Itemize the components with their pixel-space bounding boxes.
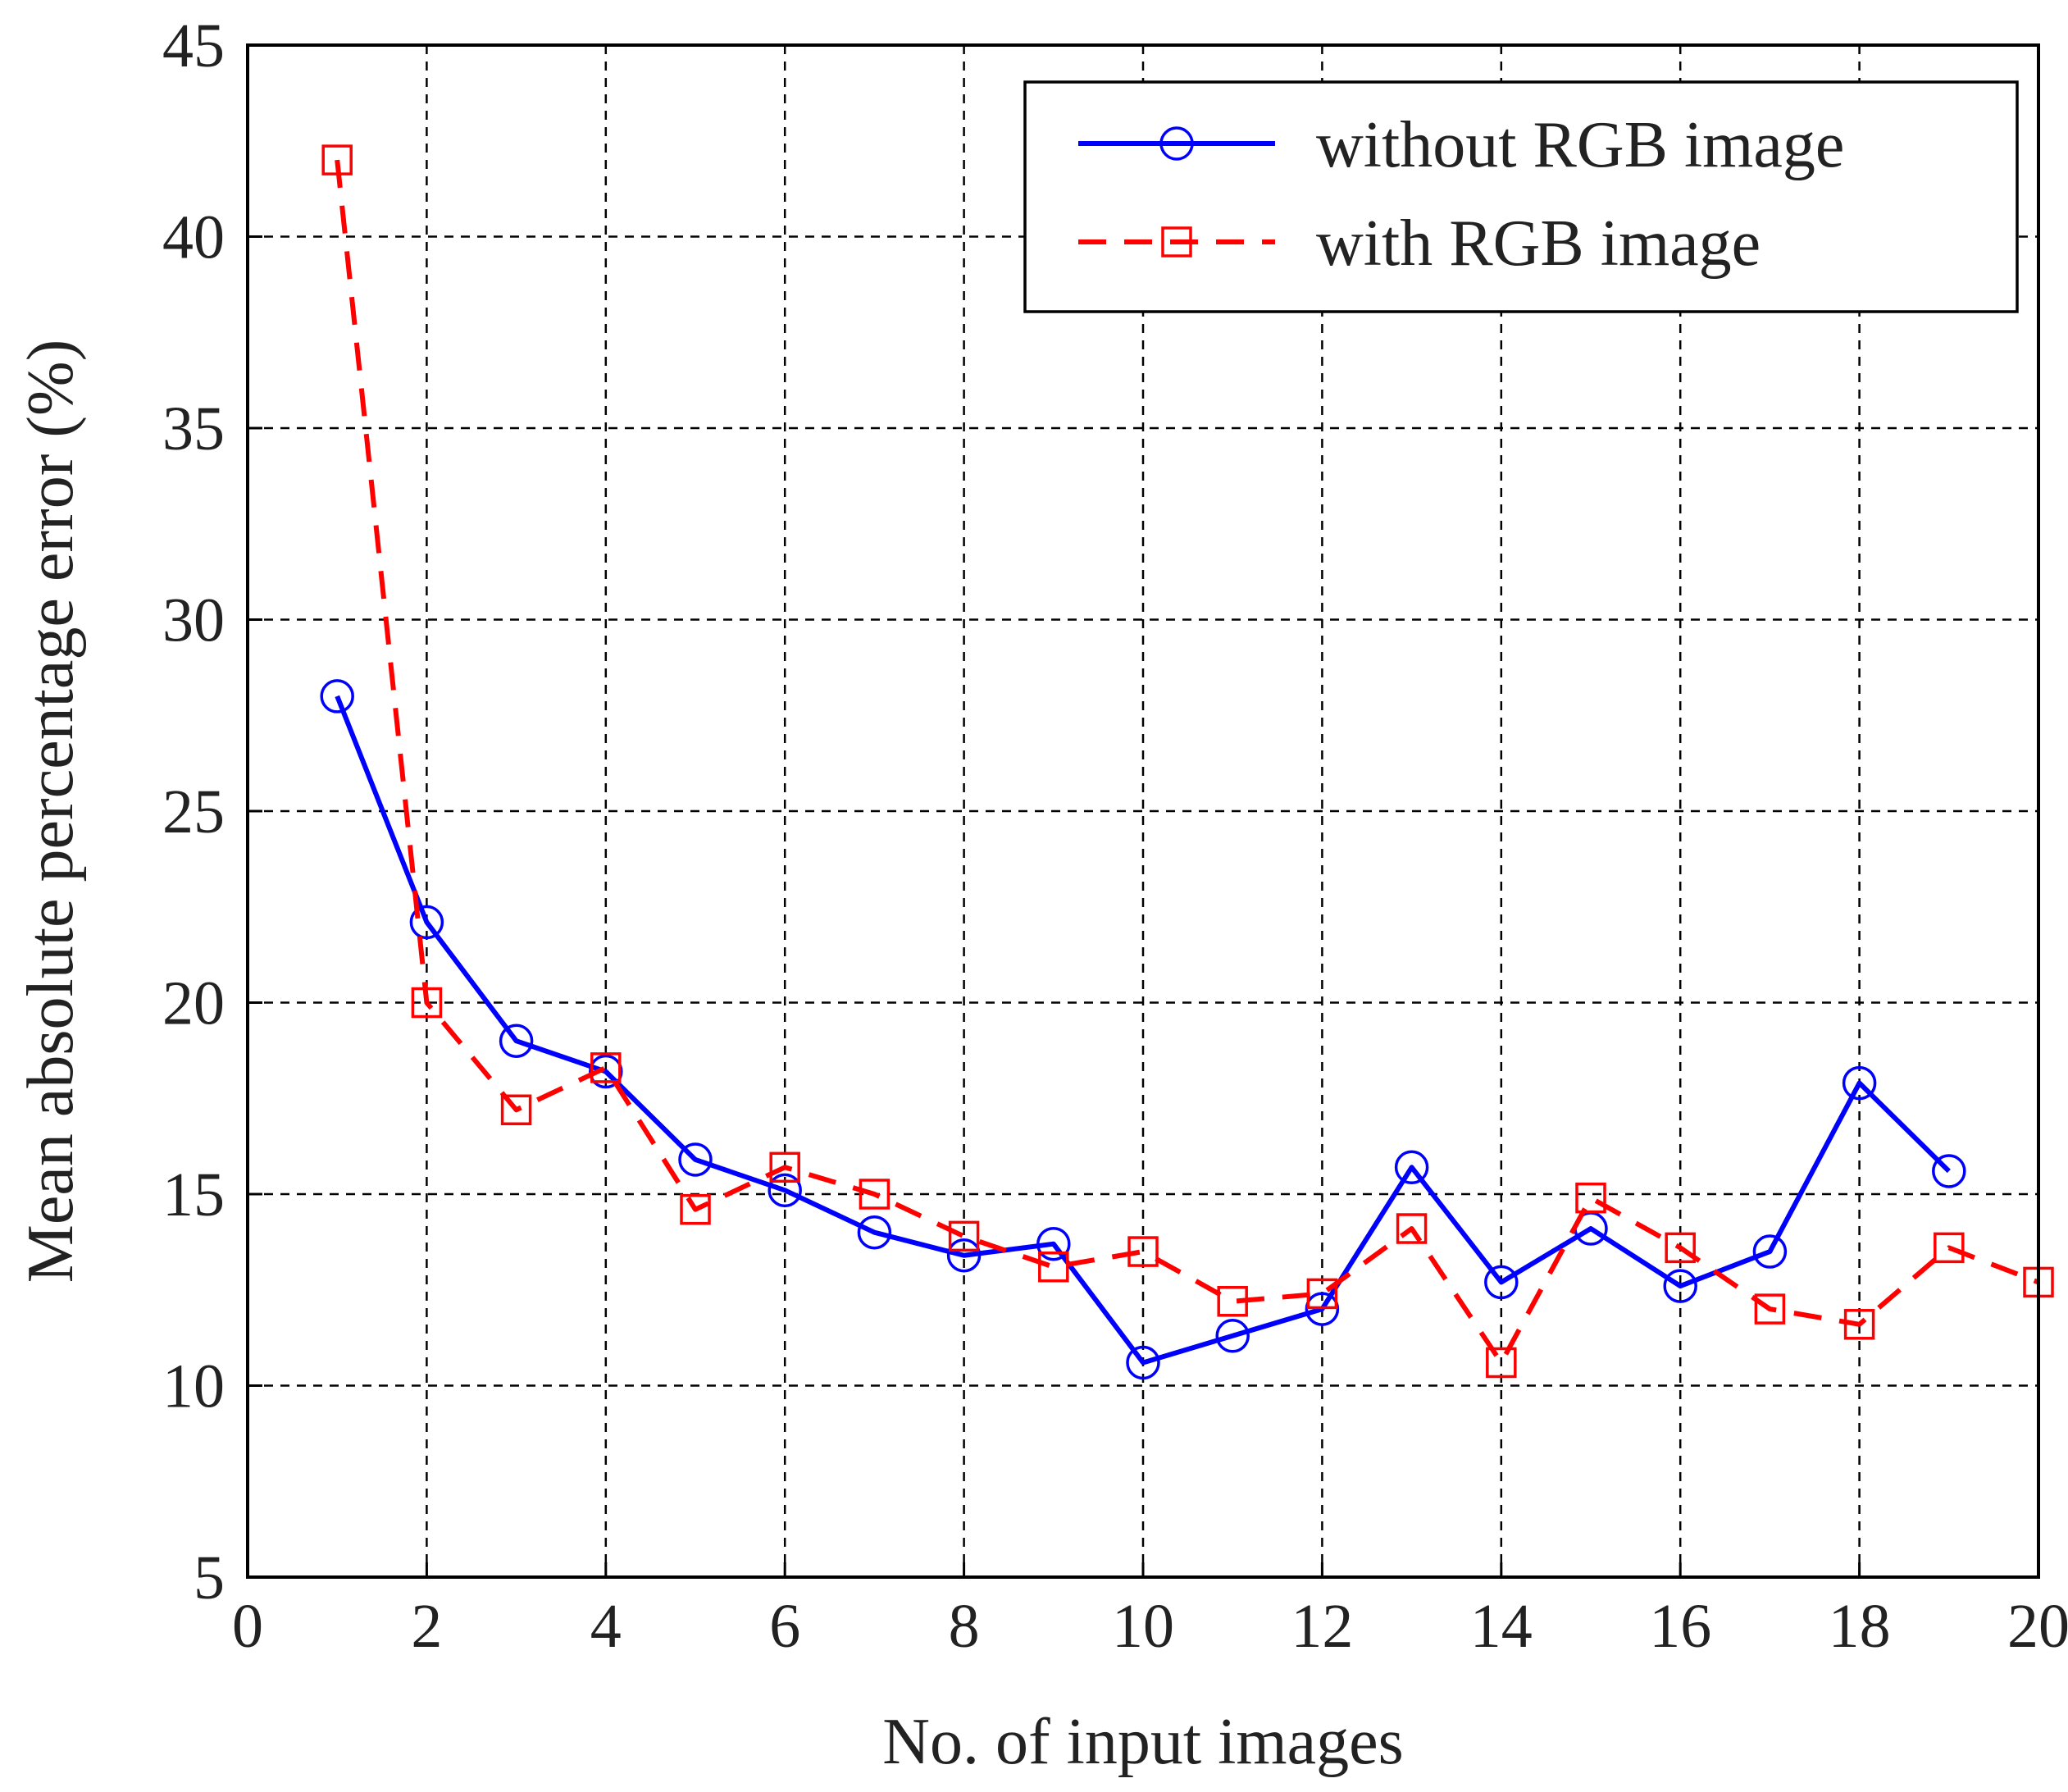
data-point: [411, 987, 443, 1019]
x-tick-label: 8: [949, 1592, 980, 1661]
x-tick-label: 10: [1112, 1592, 1174, 1661]
y-tick-label: 25: [162, 777, 225, 846]
data-point: [1126, 1345, 1160, 1380]
data-point: [321, 144, 353, 176]
x-tick-label: 2: [411, 1592, 442, 1661]
y-tick-label: 5: [194, 1543, 225, 1612]
y-tick-label: 10: [162, 1352, 225, 1421]
data-point: [1663, 1269, 1697, 1303]
legend-box: [1023, 80, 2019, 313]
y-tick-label: 20: [162, 969, 225, 1038]
legend-label: with RGB image: [1316, 207, 1761, 280]
y-tick-label: 35: [162, 394, 225, 463]
x-tick-label: 12: [1291, 1592, 1353, 1661]
data-point: [946, 1238, 982, 1273]
data-point: [1038, 1251, 1069, 1283]
legend: without RGB image with RGB image: [1023, 80, 2019, 313]
legend-label: without RGB image: [1316, 109, 1844, 181]
data-point: [1036, 1226, 1071, 1261]
data-point: [1486, 1347, 1517, 1379]
data-point: [409, 905, 444, 940]
data-point: [768, 1173, 802, 1208]
series-without-rgb: [320, 679, 1966, 1380]
data-point: [859, 1179, 891, 1210]
x-tick-label: 6: [769, 1592, 800, 1661]
data-point: [1217, 1286, 1248, 1317]
data-point: [1575, 1182, 1606, 1214]
y-tick-label: 45: [162, 11, 225, 80]
data-point: [1484, 1265, 1519, 1300]
gridlines: [248, 45, 2038, 1577]
x-tick-label: 14: [1470, 1592, 1533, 1661]
data-point: [1396, 1213, 1428, 1244]
data-point: [857, 1215, 892, 1250]
data-point: [1934, 1232, 1965, 1264]
tick-labels: 0 2 4 6 8 10 12 14 16 18 20 5 10 15 20 25 30 35 40 45: [162, 11, 2068, 1661]
x-tick-label: 0: [232, 1592, 263, 1661]
data-point: [1394, 1150, 1429, 1185]
legend-item: without RGB image: [1078, 109, 1844, 181]
data-point: [589, 1054, 623, 1089]
data-point: [769, 1151, 800, 1183]
x-tick-label: 18: [1829, 1592, 1891, 1661]
data-point: [1305, 1292, 1340, 1326]
y-tick-label: 30: [162, 586, 225, 655]
data-point: [1843, 1309, 1875, 1340]
series-layer: [320, 144, 2054, 1380]
data-point: [320, 679, 354, 714]
y-axis-title: Mean absolute percentage error (%): [15, 340, 87, 1284]
legend-marker: [1161, 226, 1192, 258]
data-point: [1752, 1234, 1788, 1269]
series-line: [335, 695, 1951, 1366]
data-point: [1306, 1278, 1338, 1310]
x-tick-label: 4: [590, 1592, 622, 1661]
data-point: [678, 1142, 713, 1177]
data-point: [1754, 1293, 1786, 1325]
data-point: [1665, 1232, 1696, 1264]
x-tick-label: 20: [2007, 1592, 2068, 1661]
data-point: [680, 1193, 711, 1225]
data-point: [499, 1024, 534, 1058]
y-tick-label: 15: [162, 1160, 225, 1229]
data-point: [1215, 1319, 1250, 1353]
legend-item: with RGB image: [1078, 207, 1761, 280]
legend-marker: [1159, 126, 1194, 161]
data-point: [500, 1094, 532, 1126]
data-point: [590, 1052, 622, 1083]
data-point: [1127, 1236, 1159, 1267]
series-with-rgb: [321, 144, 2054, 1379]
data-point: [1932, 1154, 1966, 1188]
data-point: [948, 1220, 980, 1252]
data-point: [1842, 1065, 1877, 1101]
y-tick-label: 40: [162, 203, 225, 272]
x-axis-title: No. of input images: [882, 1706, 1403, 1778]
x-tick-label: 16: [1649, 1592, 1711, 1661]
